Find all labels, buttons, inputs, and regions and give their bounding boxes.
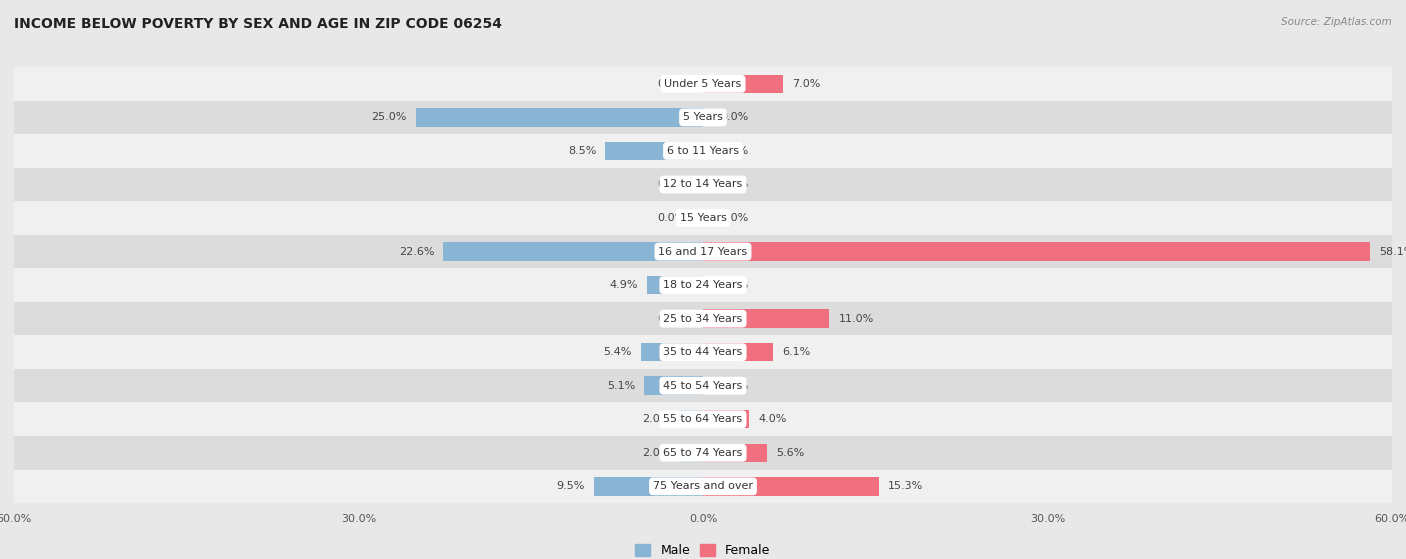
Bar <box>703 343 773 362</box>
Text: 0.0%: 0.0% <box>720 112 748 122</box>
Text: INCOME BELOW POVERTY BY SEX AND AGE IN ZIP CODE 06254: INCOME BELOW POVERTY BY SEX AND AGE IN Z… <box>14 17 502 31</box>
Bar <box>641 343 703 362</box>
Text: 5.4%: 5.4% <box>603 347 631 357</box>
Bar <box>681 444 703 462</box>
Text: 0.0%: 0.0% <box>658 213 686 223</box>
Bar <box>14 67 1392 101</box>
Bar <box>14 369 1392 402</box>
Text: 65 to 74 Years: 65 to 74 Years <box>664 448 742 458</box>
Text: 0.0%: 0.0% <box>720 213 748 223</box>
Bar <box>14 168 1392 201</box>
Bar <box>14 302 1392 335</box>
Text: 9.5%: 9.5% <box>557 481 585 491</box>
Text: 0.0%: 0.0% <box>658 179 686 190</box>
Text: 2.0%: 2.0% <box>643 448 671 458</box>
Text: 15.3%: 15.3% <box>887 481 924 491</box>
Text: 0.0%: 0.0% <box>720 146 748 156</box>
Bar <box>14 134 1392 168</box>
Text: Source: ZipAtlas.com: Source: ZipAtlas.com <box>1281 17 1392 27</box>
Bar <box>443 243 703 260</box>
Bar <box>703 310 830 328</box>
Text: 4.9%: 4.9% <box>609 280 637 290</box>
Text: 58.1%: 58.1% <box>1379 247 1406 257</box>
Bar <box>647 276 703 294</box>
Text: 25 to 34 Years: 25 to 34 Years <box>664 314 742 324</box>
Text: 4.0%: 4.0% <box>758 414 786 424</box>
Text: 15 Years: 15 Years <box>679 213 727 223</box>
Text: 0.0%: 0.0% <box>720 179 748 190</box>
Bar <box>703 410 749 429</box>
Bar <box>14 335 1392 369</box>
Text: 22.6%: 22.6% <box>399 247 434 257</box>
Bar <box>14 201 1392 235</box>
Text: 0.0%: 0.0% <box>658 79 686 89</box>
Bar <box>703 74 783 93</box>
Text: 2.0%: 2.0% <box>643 414 671 424</box>
Text: 55 to 64 Years: 55 to 64 Years <box>664 414 742 424</box>
Text: 16 and 17 Years: 16 and 17 Years <box>658 247 748 257</box>
Text: 25.0%: 25.0% <box>371 112 406 122</box>
Text: 7.0%: 7.0% <box>793 79 821 89</box>
Text: 75 Years and over: 75 Years and over <box>652 481 754 491</box>
Bar <box>14 402 1392 436</box>
Bar <box>593 477 703 496</box>
Text: 5.1%: 5.1% <box>607 381 636 391</box>
Bar <box>14 101 1392 134</box>
Text: Under 5 Years: Under 5 Years <box>665 79 741 89</box>
Bar <box>14 268 1392 302</box>
Text: 0.0%: 0.0% <box>720 280 748 290</box>
Text: 0.0%: 0.0% <box>658 314 686 324</box>
Text: 12 to 14 Years: 12 to 14 Years <box>664 179 742 190</box>
Text: 11.0%: 11.0% <box>838 314 873 324</box>
Text: 5 Years: 5 Years <box>683 112 723 122</box>
Bar <box>14 470 1392 503</box>
Bar <box>703 243 1369 260</box>
Bar <box>644 377 703 395</box>
Text: 6.1%: 6.1% <box>782 347 810 357</box>
Text: 0.0%: 0.0% <box>720 381 748 391</box>
Text: 6 to 11 Years: 6 to 11 Years <box>666 146 740 156</box>
Bar <box>14 235 1392 268</box>
Bar <box>606 142 703 160</box>
Text: 18 to 24 Years: 18 to 24 Years <box>664 280 742 290</box>
Bar <box>416 108 703 126</box>
Bar <box>14 436 1392 470</box>
Bar <box>703 477 879 496</box>
Bar <box>703 444 768 462</box>
Text: 45 to 54 Years: 45 to 54 Years <box>664 381 742 391</box>
Bar <box>681 410 703 429</box>
Text: 35 to 44 Years: 35 to 44 Years <box>664 347 742 357</box>
Legend: Male, Female: Male, Female <box>630 539 776 559</box>
Text: 8.5%: 8.5% <box>568 146 596 156</box>
Text: 5.6%: 5.6% <box>776 448 804 458</box>
